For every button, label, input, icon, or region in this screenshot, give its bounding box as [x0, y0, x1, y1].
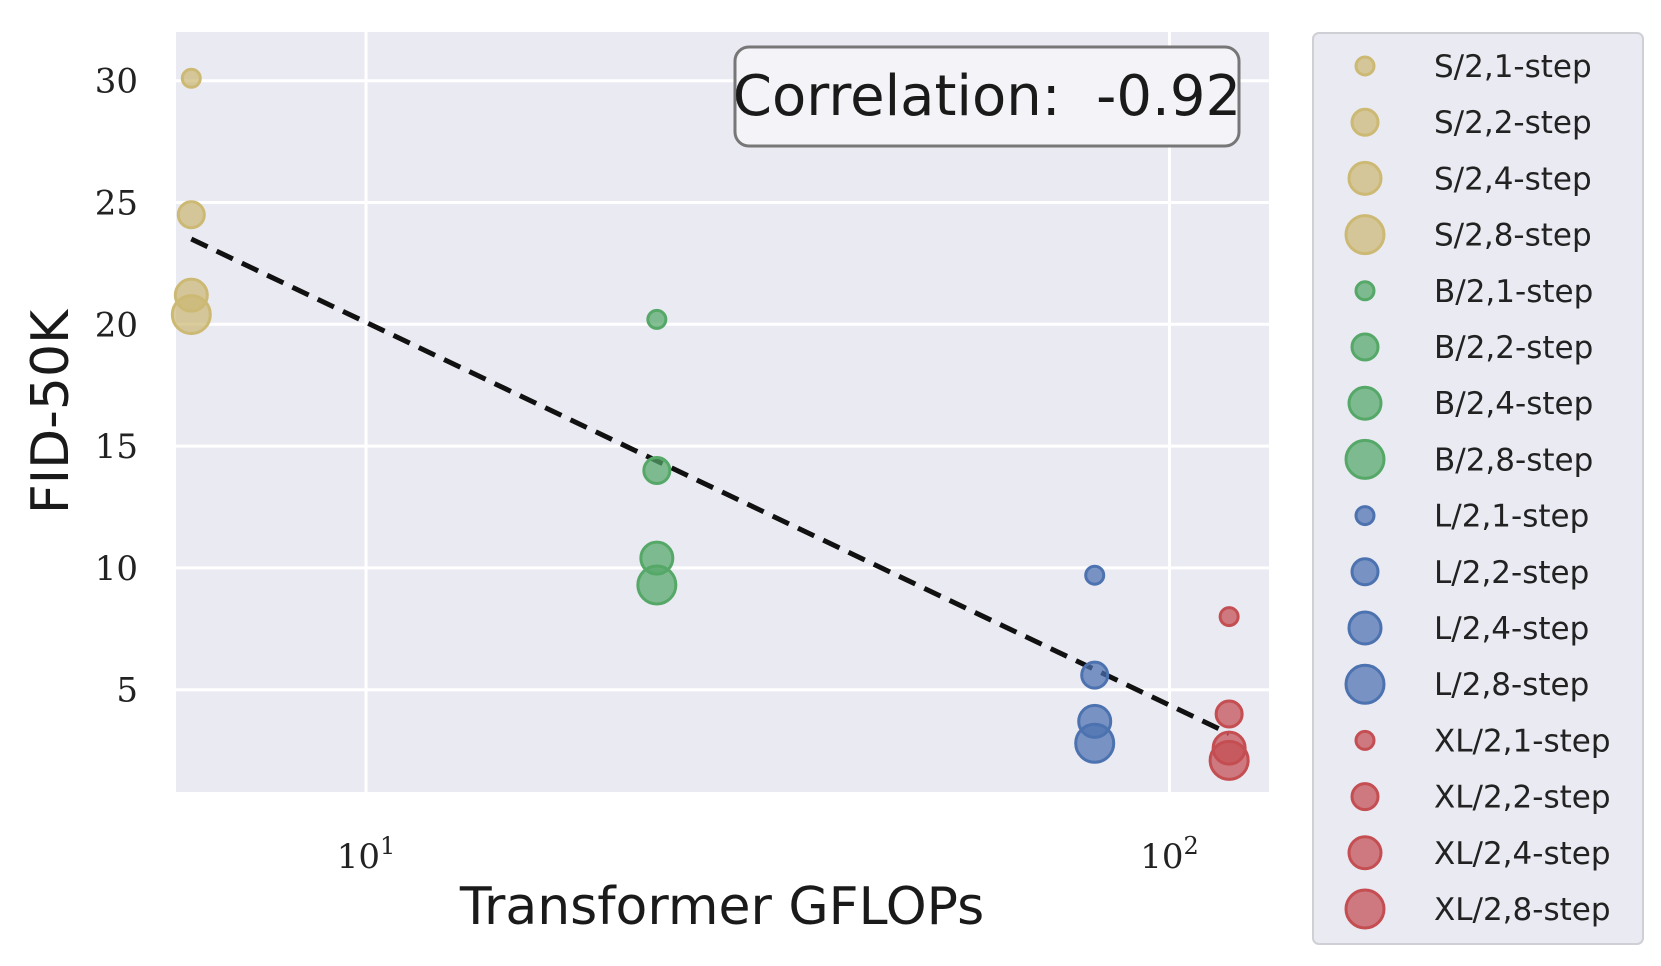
y-tick-label: 15	[95, 427, 138, 467]
trend-line-group	[190, 236, 1231, 736]
legend-label: XL/2,1-step	[1434, 723, 1611, 759]
legend-label: L/2,2-step	[1434, 555, 1589, 591]
legend-marker	[1350, 107, 1380, 137]
legend-label: S/2,8-step	[1434, 218, 1592, 254]
legend-marker	[1344, 438, 1386, 480]
legend-marker	[1344, 888, 1386, 930]
y-axis-title: FID-50K	[21, 308, 81, 514]
data-point	[176, 200, 206, 230]
legend-marker	[1347, 385, 1383, 421]
legend-label: S/2,2-step	[1434, 105, 1592, 141]
data-point	[1084, 564, 1106, 586]
legend-marker	[1354, 729, 1376, 751]
y-tick-label: 30	[95, 62, 138, 102]
data-point	[636, 564, 678, 606]
x-axis-title: Transformer GFLOPs	[459, 877, 984, 937]
legend-marker	[1347, 835, 1383, 871]
legend-label: B/2,1-step	[1434, 274, 1593, 310]
legend-label: B/2,8-step	[1434, 442, 1593, 478]
points	[170, 67, 1250, 781]
legend-marker	[1347, 160, 1383, 196]
y-tick-labels: 5 10 15 20 25 30	[95, 62, 138, 711]
legend-marker	[1344, 214, 1386, 256]
correlation-annotation: Correlation: -0.92	[733, 45, 1241, 148]
data-point	[1214, 699, 1244, 729]
x-tick-labels: 101 102	[337, 832, 1199, 877]
legend-label: XL/2,2-step	[1434, 780, 1611, 816]
legend-marker	[1344, 663, 1386, 705]
data-point	[1080, 660, 1110, 690]
legend-marker	[1350, 557, 1380, 587]
legend-label: L/2,4-step	[1434, 611, 1589, 647]
data-point	[642, 455, 672, 485]
legend-items: S/2,1-step S/2,2-step S/2,4-step S/2,8-step…	[1344, 49, 1611, 930]
y-tick-label: 25	[95, 184, 138, 224]
legend-marker	[1354, 505, 1376, 527]
data-point	[1208, 739, 1250, 781]
y-tick-label: 20	[95, 305, 138, 345]
x-tick-label: 102	[1140, 832, 1199, 877]
legend: S/2,1-step S/2,2-step S/2,4-step S/2,8-step…	[1312, 32, 1644, 945]
trend-line	[190, 236, 1231, 736]
legend-label: XL/2,4-step	[1434, 836, 1611, 872]
legend-label: B/2,2-step	[1434, 330, 1593, 366]
legend-label: L/2,8-step	[1434, 667, 1589, 703]
legend-label: S/2,4-step	[1434, 161, 1592, 197]
annotation-text: Correlation: -0.92	[733, 64, 1241, 129]
legend-label: S/2,1-step	[1434, 49, 1592, 85]
legend-marker	[1354, 55, 1376, 77]
legend-marker	[1354, 280, 1376, 302]
grid	[176, 32, 1269, 792]
legend-label: XL/2,8-step	[1434, 892, 1611, 928]
data-point	[1218, 606, 1240, 628]
legend-frame	[1312, 32, 1644, 945]
annotation-box	[733, 45, 1241, 148]
data-point	[1074, 722, 1116, 764]
legend-marker	[1350, 332, 1380, 362]
y-tick-label: 10	[95, 549, 138, 589]
data-point	[170, 294, 212, 336]
data-point	[646, 308, 668, 330]
legend-marker	[1347, 610, 1383, 646]
legend-marker	[1350, 782, 1380, 812]
y-tick-label: 5	[116, 671, 138, 711]
legend-label: L/2,1-step	[1434, 499, 1589, 535]
x-tick-label: 101	[337, 832, 396, 877]
legend-label: B/2,4-step	[1434, 386, 1593, 422]
data-point	[180, 67, 202, 89]
